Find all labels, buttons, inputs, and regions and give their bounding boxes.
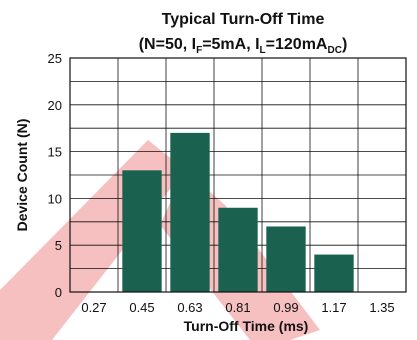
x-tick-label: 1.17 — [321, 300, 346, 315]
x-tick-label: 1.35 — [369, 300, 394, 315]
x-tick-label: 0.99 — [273, 300, 298, 315]
x-tick-label: 0.63 — [177, 300, 202, 315]
y-tick-label: 20 — [48, 98, 62, 113]
x-axis-label: Turn-Off Time (ms) — [184, 318, 309, 334]
bar-0.99 — [266, 226, 306, 292]
x-tick-labels: 0.27 0.45 0.63 0.81 0.99 1.17 1.35 — [81, 300, 394, 315]
y-tick-label: 5 — [55, 238, 62, 253]
plot-frame — [69, 57, 407, 293]
y-tick-label: 0 — [55, 285, 62, 300]
y-tick-label: 15 — [48, 145, 62, 160]
y-tick-label: 10 — [48, 191, 62, 206]
y-tick-labels: 0 5 10 15 20 25 — [48, 51, 62, 300]
bar-0.45 — [122, 170, 162, 292]
chart-subtitle: (N=50, IF=5mA, IL=120mADC) — [139, 36, 348, 56]
x-tick-label: 0.81 — [225, 300, 250, 315]
bar-0.63 — [170, 132, 210, 292]
x-tick-label: 0.27 — [81, 300, 106, 315]
bars — [122, 132, 354, 292]
y-axis-label: Device Count (N) — [14, 119, 30, 232]
bar-1.17 — [314, 254, 354, 292]
bar-0.81 — [218, 207, 258, 292]
chart-title: Typical Turn-Off Time — [162, 11, 325, 28]
x-tick-label: 0.45 — [129, 300, 154, 315]
y-tick-label: 25 — [48, 51, 62, 66]
